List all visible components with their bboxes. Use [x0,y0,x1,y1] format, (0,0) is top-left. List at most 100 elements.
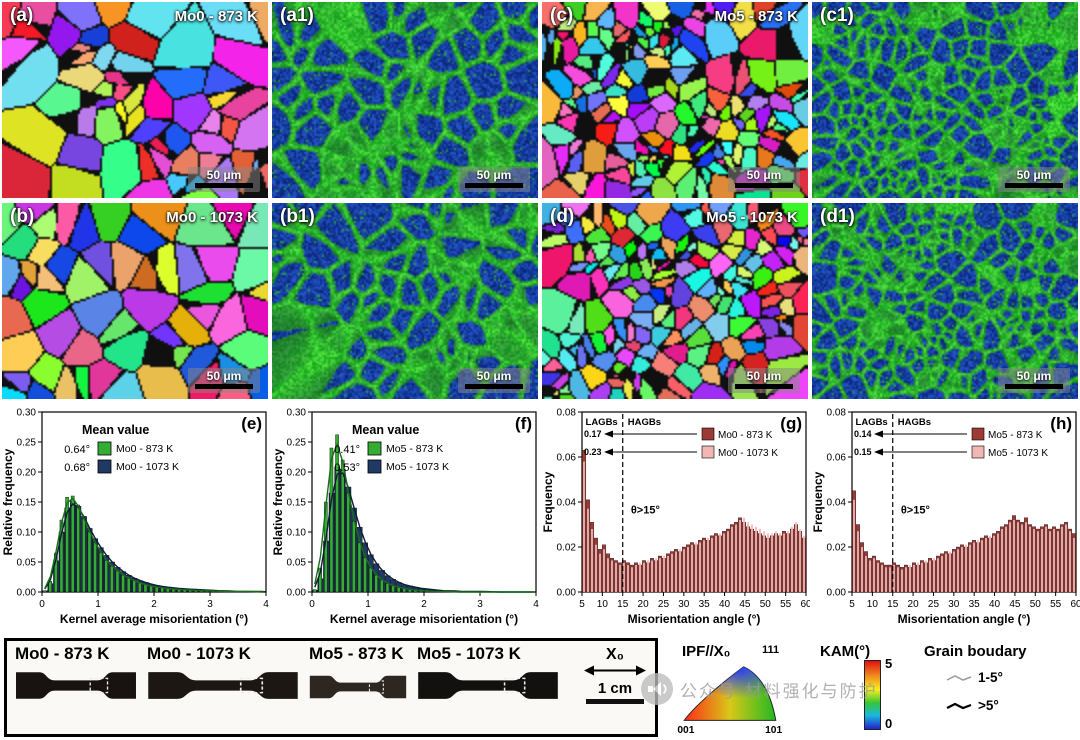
ipf-map-canvas-a [2,2,268,198]
scale-bar-text: 50 μm [746,369,782,383]
panel-a1-kam-mo0-873k: (a1) 50 μm [272,2,538,198]
svg-text:(f): (f) [515,414,532,433]
chart-h-misorientation-mo5: 0.00 0.02 0.04 0.06 0.08 5 10 15 20 25 30 35 40 45 50 5… [810,406,1080,634]
svg-text:Mo5 - 873 K: Mo5 - 873 K [386,443,443,455]
scale-bar: 50 μm [188,368,260,393]
panel-letter: (d) [550,206,575,227]
svg-text:3: 3 [477,599,483,610]
scale-bar-line-icon [1005,183,1063,188]
svg-text:40: 40 [989,599,1001,610]
svg-text:Mo0 - 873 K: Mo0 - 873 K [718,430,773,441]
svg-text:15: 15 [617,599,629,610]
panel-letter: (c1) [820,5,854,26]
kam-map-canvas-a1 [272,2,538,198]
svg-text:Mo5 - 873 K: Mo5 - 873 K [988,430,1043,441]
panel-letter: (a1) [280,5,314,26]
svg-text:1: 1 [95,599,101,610]
specimen-column-2: Mo0 - 1073 K [147,644,299,701]
svg-text:0.00: 0.00 [17,588,37,599]
svg-text:0.00: 0.00 [287,588,307,599]
panel-b-ipf-mo0-1073k: (b) Mo0 - 1073 K 50 μm [2,203,268,399]
svg-text:0.08: 0.08 [827,408,847,419]
svg-text:30: 30 [948,599,960,610]
svg-text:0.25: 0.25 [287,438,307,449]
svg-text:0.23: 0.23 [584,447,602,457]
svg-text:0.25: 0.25 [17,438,37,449]
svg-text:55: 55 [1050,599,1062,610]
kam-min-label: 0 [885,716,893,731]
svg-text:0.00: 0.00 [827,588,847,599]
kam-map-canvas-b1 [272,203,538,399]
ipf-map-canvas-b [2,203,268,399]
svg-text:0.20: 0.20 [287,468,307,479]
svg-text:θ>15°: θ>15° [901,504,930,516]
panel-b1-kam-mo0-1073k: (b1) 50 μm [272,203,538,399]
specimen-column-3: Mo5 - 873 K [309,644,407,700]
x0-double-arrow-icon [584,665,646,676]
svg-text:50: 50 [1030,599,1042,610]
scale-bar: 50 μm [458,368,530,393]
svg-text:2: 2 [421,599,427,610]
scale-bar-line-icon [465,183,523,188]
svg-text:0.15: 0.15 [287,498,307,509]
svg-text:10: 10 [597,599,609,610]
scale-bar: 50 μm [998,368,1070,393]
svg-text:60: 60 [1070,599,1080,610]
svg-text:θ>15°: θ>15° [631,504,660,516]
panel-c1-kam-mo5-873k: (c1) 50 μm [812,2,1078,198]
svg-text:0.10: 0.10 [287,528,307,539]
kam-map-canvas-d1 [812,203,1078,399]
svg-text:0.64°: 0.64° [64,444,90,456]
svg-text:0: 0 [309,599,315,610]
scale-bar: 50 μm [728,368,800,393]
chart-g-misorientation-mo0: 0.00 0.02 0.04 0.06 0.08 5 10 15 20 25 30 35 40 45 50 5… [540,406,812,634]
specimen-label: Mo5 - 873 K [309,644,404,663]
scale-1cm-label: 1 cm [597,680,633,697]
kam-legend-title: KAM(°) [820,643,871,660]
svg-text:40: 40 [719,599,731,610]
svg-text:0.10: 0.10 [17,528,37,539]
svg-text:0.05: 0.05 [17,558,37,569]
panel-a-ipf-mo0-873k: (a) Mo0 - 873 K 50 μm [2,2,268,198]
svg-text:45: 45 [739,599,751,610]
svg-text:4: 4 [263,599,269,610]
scale-bar-line-icon [195,183,253,188]
panel-c-ipf-mo5-873k: (c) Mo5 - 873 K 50 μm [542,2,808,198]
svg-text:(h): (h) [1050,414,1072,433]
gb-item-hagb: >5° [946,698,999,713]
panel-letter: (b) [10,206,35,227]
gauge-marker [89,677,109,694]
svg-text:10: 10 [867,599,879,610]
kam-max-label: 5 [885,656,893,671]
ipf-pole-001-label: 001 [677,725,694,736]
figure-legend: IPF//X₀ 111 001 101 [672,638,1076,738]
scale-bar-text: 50 μm [206,369,242,383]
panel-letter: (d1) [820,206,855,227]
scale-bar: 50 μm [728,167,800,192]
gauge-marker [239,677,264,694]
x0-direction-label: X₀ [606,646,624,663]
svg-text:45: 45 [1009,599,1021,610]
panel-condition-title: Mo5 - 873 K [714,8,798,25]
svg-text:Kernel average misorientation: Kernel average misorientation (°) [330,612,518,626]
scale-bar: 50 μm [998,167,1070,192]
svg-text:Frequency: Frequency [811,471,825,532]
specimen-label: Mo5 - 1073 K [417,644,521,663]
svg-text:HAGBs: HAGBs [628,417,661,428]
svg-text:0.02: 0.02 [827,543,847,554]
svg-text:20: 20 [638,599,650,610]
specimen-label: Mo0 - 1073 K [147,644,251,663]
svg-text:0.04: 0.04 [557,498,577,509]
svg-text:Mean value: Mean value [352,423,419,437]
svg-text:Relative frequency: Relative frequency [271,448,285,555]
svg-text:1: 1 [365,599,371,610]
svg-text:0.17: 0.17 [584,429,602,439]
svg-text:25: 25 [928,599,940,610]
svg-text:Mo0 - 873 K: Mo0 - 873 K [116,443,173,455]
ipf-map-canvas-d [542,203,808,399]
svg-text:Misorientation angle (°): Misorientation angle (°) [628,612,761,626]
gauge-marker [503,677,526,694]
gb-lagb-label: 1-5° [978,670,1003,685]
micrograph-row-1: (a) Mo0 - 873 K 50 μm (a1) 50 μm (c) Mo5… [2,2,1078,198]
svg-text:Mo0 - 1073 K: Mo0 - 1073 K [718,448,778,459]
